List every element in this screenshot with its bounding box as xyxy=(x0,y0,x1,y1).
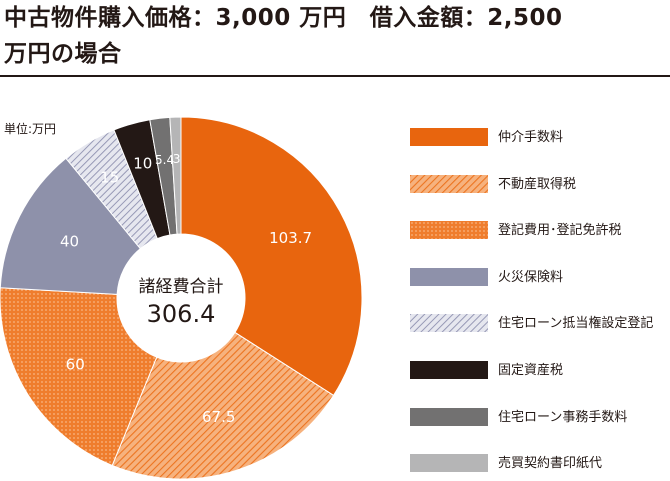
slice-value-label: 3 xyxy=(173,152,181,166)
slice-3 xyxy=(0,287,158,467)
slice-value-label: 60 xyxy=(66,356,85,374)
center-label: 諸経費合計 xyxy=(139,277,224,297)
legend-swatch xyxy=(410,361,488,379)
legend-swatch xyxy=(410,221,488,240)
chart-title: 中古物件購入価格：3,000 万円 借入金額：2,500 万円の場合 xyxy=(4,0,563,72)
legend-swatch xyxy=(410,267,488,286)
slice-value-label: 5.4 xyxy=(155,153,174,167)
legend-swatch xyxy=(410,454,488,473)
total-value: 306.4 xyxy=(147,300,216,328)
legend-swatch xyxy=(410,314,488,333)
legend-item: 売買契約書印紙代 xyxy=(410,454,670,474)
slice-8 xyxy=(169,116,182,235)
legend-label: 火災保険料 xyxy=(498,269,564,285)
legend-item: 不動産取得税 xyxy=(410,174,670,195)
slice-value-label: 67.5 xyxy=(202,408,235,426)
slice-value-label: 40 xyxy=(60,232,79,250)
slice-4 xyxy=(0,157,142,295)
legend-swatch xyxy=(410,174,488,193)
slice-value-label: 103.7 xyxy=(269,229,312,247)
chart-title-line-2: 万円の場合 xyxy=(4,41,122,67)
legend-item: 登記費用･登記免許税 xyxy=(410,221,670,241)
legend-label: 住宅ローン事務手数料 xyxy=(498,409,628,425)
title-divider xyxy=(0,75,670,77)
legend-label: 固定資産税 xyxy=(498,363,564,378)
legend-item: 仲介手数料 xyxy=(410,128,670,148)
legend-item: 住宅ローン事務手数料 xyxy=(410,407,670,428)
legend-item: 住宅ローン抵当権設定登記 xyxy=(410,314,670,334)
legend-label: 仲介手数料 xyxy=(498,130,564,145)
legend-item: 火災保険料 xyxy=(410,267,670,288)
legend-swatch xyxy=(410,128,488,146)
slice-1 xyxy=(180,116,363,397)
legend-label: 住宅ローン抵当権設定登記 xyxy=(498,316,654,332)
unit-label: 単位:万円 xyxy=(4,122,57,136)
slice-2 xyxy=(111,331,335,480)
legend-item: 固定資産税 xyxy=(410,361,670,381)
chart-title-line-1: 中古物件購入価格：3,000 万円 借入金額：2,500 xyxy=(4,5,563,31)
slice-value-label: 10 xyxy=(133,154,152,172)
legend-label: 不動産取得税 xyxy=(498,176,577,192)
legend-swatch xyxy=(410,407,488,426)
legend-label: 売買契約書印紙代 xyxy=(498,456,603,472)
legend-label: 登記費用･登記免許税 xyxy=(498,223,622,239)
slice-value-label: 15 xyxy=(100,169,119,187)
